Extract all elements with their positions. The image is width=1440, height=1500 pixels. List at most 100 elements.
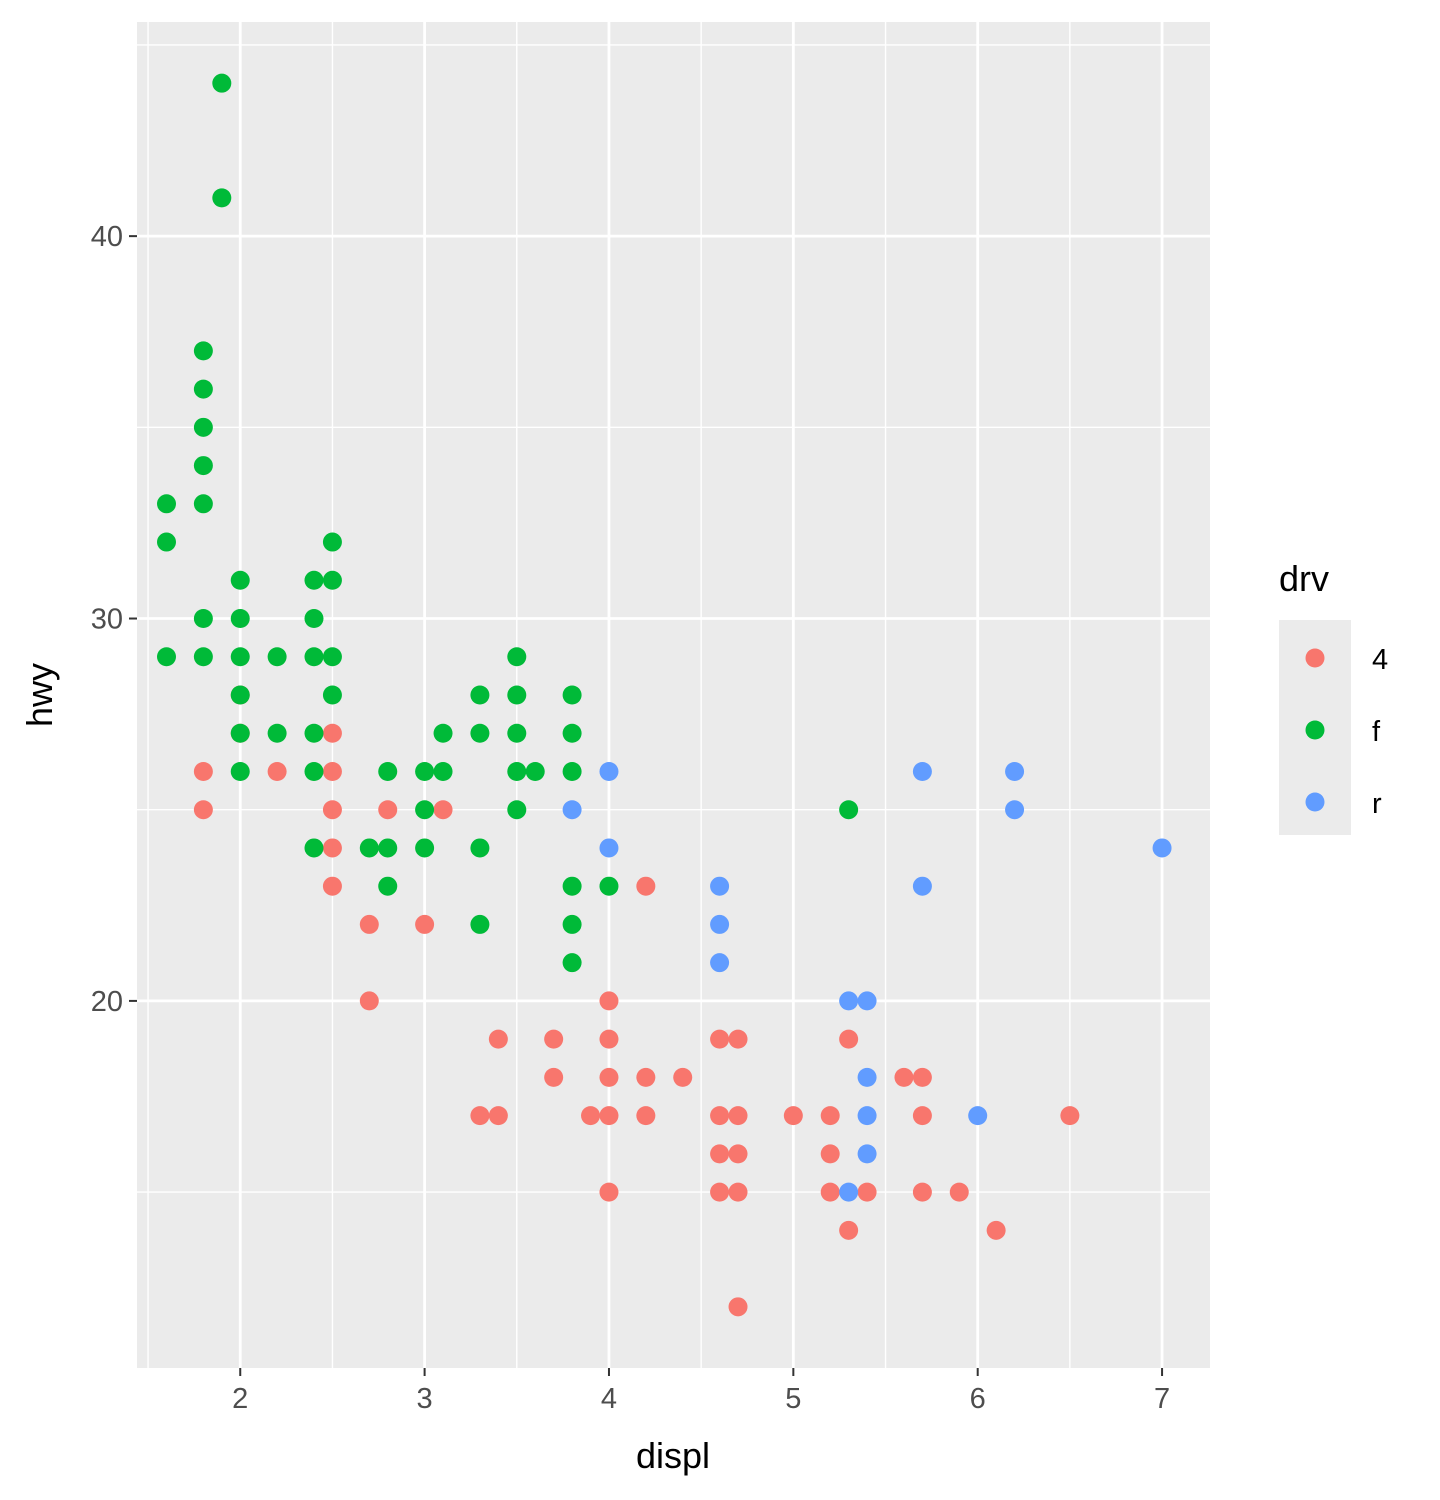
data-point-f [193,456,213,476]
x-tick-label: 7 [1154,1383,1170,1415]
data-point-4 [322,876,342,896]
x-tick-label: 2 [232,1383,248,1415]
data-point-f [562,723,582,743]
data-point-4 [193,761,213,781]
data-point-f [193,417,213,437]
data-point-r [710,876,730,896]
data-point-4 [710,1144,730,1164]
data-point-4 [636,876,656,896]
legend-key-f [1305,720,1325,740]
data-point-f [304,838,324,858]
data-point-f [193,341,213,361]
data-point-r [857,1106,877,1126]
plot-panel [137,22,1210,1368]
legend: drv 4 f r [1279,558,1388,835]
data-point-4 [599,1029,619,1049]
data-point-4 [267,761,287,781]
data-point-4 [599,1067,619,1087]
data-point-r [968,1106,988,1126]
data-point-r [839,1182,859,1202]
data-point-f [193,494,213,514]
data-point-f [562,876,582,896]
data-point-4 [820,1182,840,1202]
data-point-4 [581,1106,601,1126]
y-tick-label: 30 [91,604,123,636]
data-point-f [562,761,582,781]
data-point-f [267,723,287,743]
data-point-4 [322,761,342,781]
y-tick-label: 20 [91,986,123,1018]
data-point-r [839,991,859,1011]
data-point-4 [986,1220,1006,1240]
data-point-f [507,723,527,743]
y-tick-label: 40 [91,221,123,253]
x-tick-label: 3 [417,1383,433,1415]
data-point-4 [378,800,398,820]
data-point-r [710,914,730,934]
data-point-r [857,991,877,1011]
data-point-r [562,800,582,820]
data-point-f [230,570,250,590]
x-axis: 2 3 4 5 6 7 [232,1368,1170,1415]
data-point-f [193,609,213,629]
data-point-f [470,838,490,858]
data-point-f [525,761,545,781]
data-point-4 [728,1182,748,1202]
data-point-f [230,685,250,705]
data-point-4 [949,1182,969,1202]
data-point-r [599,838,619,858]
data-point-4 [599,991,619,1011]
data-point-f [415,800,435,820]
data-point-f [212,73,232,93]
data-point-4 [1060,1106,1080,1126]
data-point-4 [599,1106,619,1126]
data-point-4 [544,1067,564,1087]
data-point-f [470,723,490,743]
data-point-4 [839,1220,859,1240]
x-tick-label: 6 [970,1383,986,1415]
legend-label-f: f [1372,716,1381,748]
data-point-4 [322,800,342,820]
data-point-r [1152,838,1172,858]
data-point-4 [912,1067,932,1087]
data-point-4 [728,1297,748,1317]
data-points [156,73,1172,1317]
data-point-4 [673,1067,693,1087]
data-point-f [359,838,379,858]
data-point-4 [433,800,453,820]
data-point-f [507,761,527,781]
data-point-4 [820,1144,840,1164]
data-point-f [230,609,250,629]
data-point-r [599,761,619,781]
data-point-f [470,685,490,705]
data-point-f [839,800,859,820]
data-point-f [304,570,324,590]
x-tick-label: 4 [601,1383,617,1415]
data-point-4 [912,1106,932,1126]
data-point-4 [359,991,379,1011]
data-point-f [562,953,582,973]
data-point-f [599,876,619,896]
data-point-f [156,494,176,514]
data-point-f [433,761,453,781]
grid-minor [137,22,1210,1368]
data-point-f [562,914,582,934]
data-point-4 [839,1029,859,1049]
data-point-4 [857,1182,877,1202]
data-point-r [1005,800,1025,820]
data-point-4 [359,914,379,934]
data-point-r [857,1144,877,1164]
data-point-4 [544,1029,564,1049]
data-point-f [415,838,435,858]
data-point-r [912,876,932,896]
data-point-f [322,685,342,705]
data-point-4 [193,800,213,820]
data-point-4 [728,1106,748,1126]
data-point-f [507,685,527,705]
data-point-f [322,570,342,590]
data-point-4 [636,1106,656,1126]
data-point-f [378,876,398,896]
data-point-f [304,647,324,667]
data-point-4 [415,914,435,934]
